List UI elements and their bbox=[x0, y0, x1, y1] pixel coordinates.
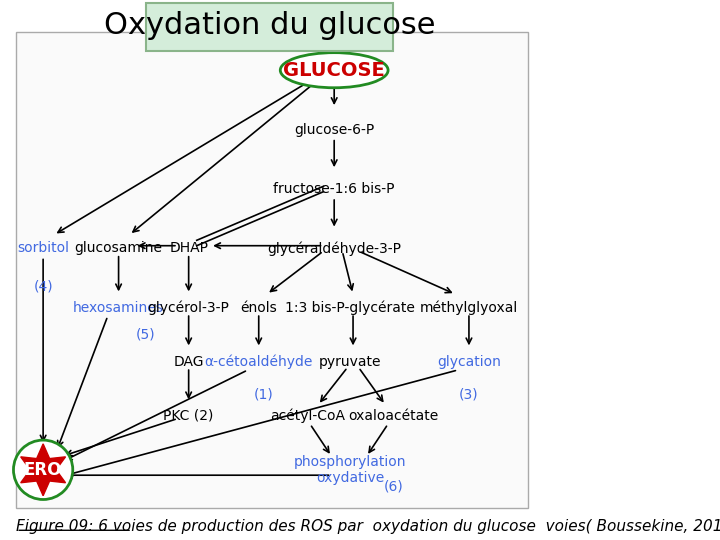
Text: glycéraldéhyde-3-P: glycéraldéhyde-3-P bbox=[267, 241, 401, 255]
FancyArrowPatch shape bbox=[312, 426, 329, 453]
FancyArrowPatch shape bbox=[116, 256, 122, 289]
Text: (5): (5) bbox=[136, 328, 156, 342]
Text: hexosamines: hexosamines bbox=[73, 301, 164, 315]
FancyArrowPatch shape bbox=[40, 259, 46, 441]
Text: glucose-6-P: glucose-6-P bbox=[294, 123, 374, 137]
Text: acétyl-CoA: acétyl-CoA bbox=[270, 409, 345, 423]
Text: méthylglyoxal: méthylglyoxal bbox=[420, 301, 518, 315]
FancyArrowPatch shape bbox=[67, 472, 329, 478]
FancyArrowPatch shape bbox=[58, 75, 321, 233]
Text: (3): (3) bbox=[459, 387, 479, 401]
FancyArrowPatch shape bbox=[186, 256, 192, 289]
FancyArrowPatch shape bbox=[331, 140, 337, 165]
FancyArrowPatch shape bbox=[256, 316, 261, 343]
FancyArrowPatch shape bbox=[369, 426, 387, 453]
Text: (4): (4) bbox=[33, 279, 53, 293]
FancyArrowPatch shape bbox=[271, 253, 321, 292]
Circle shape bbox=[14, 440, 73, 500]
Text: fructose-1:6 bis-P: fructose-1:6 bis-P bbox=[274, 182, 395, 196]
FancyArrowPatch shape bbox=[466, 316, 472, 343]
FancyBboxPatch shape bbox=[16, 32, 528, 508]
FancyArrowPatch shape bbox=[186, 316, 192, 343]
Text: 1:3 bis-P-glycérate: 1:3 bis-P-glycérate bbox=[285, 301, 415, 315]
Text: Oxydation du glucose: Oxydation du glucose bbox=[104, 11, 436, 40]
Text: glycation: glycation bbox=[437, 355, 501, 369]
FancyArrowPatch shape bbox=[133, 77, 321, 232]
FancyArrowPatch shape bbox=[186, 370, 192, 397]
Text: DAG: DAG bbox=[174, 355, 204, 369]
Text: phosphorylation
oxydative: phosphorylation oxydative bbox=[294, 455, 407, 485]
FancyArrowPatch shape bbox=[361, 252, 451, 293]
FancyArrowPatch shape bbox=[343, 254, 354, 290]
Polygon shape bbox=[21, 444, 66, 496]
Text: glucosamine: glucosamine bbox=[75, 241, 163, 255]
FancyArrowPatch shape bbox=[66, 371, 246, 460]
Text: énols: énols bbox=[240, 301, 277, 315]
FancyArrowPatch shape bbox=[140, 243, 175, 248]
Text: glycérol-3-P: glycérol-3-P bbox=[148, 301, 230, 315]
FancyArrowPatch shape bbox=[331, 200, 337, 225]
FancyArrowPatch shape bbox=[58, 319, 107, 447]
Text: α-cétoaldéhyde: α-cétoaldéhyde bbox=[204, 355, 313, 369]
FancyArrowPatch shape bbox=[321, 369, 346, 401]
FancyArrowPatch shape bbox=[66, 420, 175, 456]
Ellipse shape bbox=[280, 52, 388, 87]
Text: ERO: ERO bbox=[24, 461, 63, 479]
Text: (6): (6) bbox=[384, 479, 403, 493]
FancyArrowPatch shape bbox=[350, 316, 356, 343]
FancyArrowPatch shape bbox=[360, 369, 383, 401]
Text: Figure 09: 6 voies de production des ROS par  oxydation du glucose  voies( Bouss: Figure 09: 6 voies de production des ROS… bbox=[16, 519, 720, 534]
Text: DHAP: DHAP bbox=[169, 241, 208, 255]
Text: sorbitol: sorbitol bbox=[17, 241, 69, 255]
FancyBboxPatch shape bbox=[145, 3, 393, 51]
Text: GLUCOSE: GLUCOSE bbox=[283, 60, 385, 80]
Text: pyruvate: pyruvate bbox=[319, 355, 382, 369]
FancyArrowPatch shape bbox=[215, 243, 320, 248]
Text: PKC (2): PKC (2) bbox=[163, 409, 214, 423]
Text: (1): (1) bbox=[254, 387, 274, 401]
FancyArrowPatch shape bbox=[66, 370, 456, 476]
Text: oxaloacétate: oxaloacétate bbox=[348, 409, 438, 423]
FancyArrowPatch shape bbox=[331, 81, 337, 103]
